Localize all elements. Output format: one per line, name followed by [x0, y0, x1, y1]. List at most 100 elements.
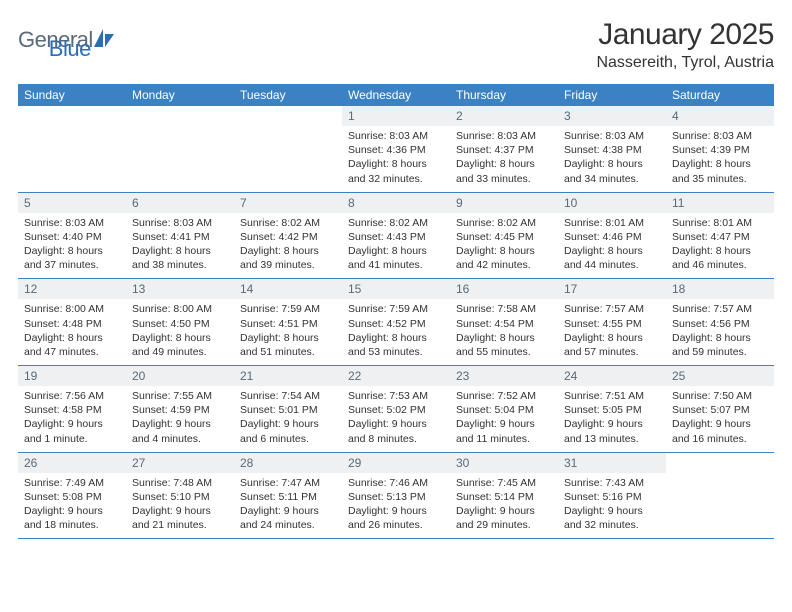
- day-details: Sunrise: 8:03 AMSunset: 4:37 PMDaylight:…: [450, 126, 558, 192]
- day-number: 23: [450, 366, 558, 386]
- day-details: Sunrise: 7:50 AMSunset: 5:07 PMDaylight:…: [666, 386, 774, 452]
- day-details: Sunrise: 8:00 AMSunset: 4:48 PMDaylight:…: [18, 299, 126, 365]
- day-details: Sunrise: 7:57 AMSunset: 4:56 PMDaylight:…: [666, 299, 774, 365]
- day-number: 17: [558, 279, 666, 299]
- month-title: January 2025: [596, 18, 774, 52]
- calendar-day-cell: 31Sunrise: 7:43 AMSunset: 5:16 PMDayligh…: [558, 452, 666, 539]
- day-details: Sunrise: 7:55 AMSunset: 4:59 PMDaylight:…: [126, 386, 234, 452]
- calendar-day-cell: 21Sunrise: 7:54 AMSunset: 5:01 PMDayligh…: [234, 366, 342, 453]
- day-details: Sunrise: 7:54 AMSunset: 5:01 PMDaylight:…: [234, 386, 342, 452]
- calendar-table: Sunday Monday Tuesday Wednesday Thursday…: [18, 84, 774, 539]
- day-number: 18: [666, 279, 774, 299]
- day-number: 29: [342, 453, 450, 473]
- calendar-day-cell: 13Sunrise: 8:00 AMSunset: 4:50 PMDayligh…: [126, 279, 234, 366]
- day-number: 19: [18, 366, 126, 386]
- weekday-header: Monday: [126, 84, 234, 106]
- sail-icon: [93, 28, 115, 53]
- day-details: Sunrise: 7:56 AMSunset: 4:58 PMDaylight:…: [18, 386, 126, 452]
- day-details: Sunrise: 8:02 AMSunset: 4:45 PMDaylight:…: [450, 213, 558, 279]
- day-number: 13: [126, 279, 234, 299]
- day-details: Sunrise: 8:03 AMSunset: 4:38 PMDaylight:…: [558, 126, 666, 192]
- day-details: Sunrise: 7:51 AMSunset: 5:05 PMDaylight:…: [558, 386, 666, 452]
- day-details: Sunrise: 7:58 AMSunset: 4:54 PMDaylight:…: [450, 299, 558, 365]
- calendar-day-cell: 8Sunrise: 8:02 AMSunset: 4:43 PMDaylight…: [342, 192, 450, 279]
- day-number: 15: [342, 279, 450, 299]
- calendar-day-cell: 7Sunrise: 8:02 AMSunset: 4:42 PMDaylight…: [234, 192, 342, 279]
- day-details: Sunrise: 7:57 AMSunset: 4:55 PMDaylight:…: [558, 299, 666, 365]
- calendar-day-cell: 26Sunrise: 7:49 AMSunset: 5:08 PMDayligh…: [18, 452, 126, 539]
- calendar-week-row: 19Sunrise: 7:56 AMSunset: 4:58 PMDayligh…: [18, 366, 774, 453]
- calendar-day-cell: 16Sunrise: 7:58 AMSunset: 4:54 PMDayligh…: [450, 279, 558, 366]
- calendar-week-row: 12Sunrise: 8:00 AMSunset: 4:48 PMDayligh…: [18, 279, 774, 366]
- calendar-day-cell: 29Sunrise: 7:46 AMSunset: 5:13 PMDayligh…: [342, 452, 450, 539]
- day-number: 6: [126, 193, 234, 213]
- calendar-day-cell: 15Sunrise: 7:59 AMSunset: 4:52 PMDayligh…: [342, 279, 450, 366]
- calendar-day-cell: 28Sunrise: 7:47 AMSunset: 5:11 PMDayligh…: [234, 452, 342, 539]
- day-number: 11: [666, 193, 774, 213]
- day-number: 25: [666, 366, 774, 386]
- calendar-day-cell: 17Sunrise: 7:57 AMSunset: 4:55 PMDayligh…: [558, 279, 666, 366]
- day-number: 20: [126, 366, 234, 386]
- weekday-header: Thursday: [450, 84, 558, 106]
- day-number: 3: [558, 106, 666, 126]
- day-number: 16: [450, 279, 558, 299]
- calendar-day-cell: 24Sunrise: 7:51 AMSunset: 5:05 PMDayligh…: [558, 366, 666, 453]
- calendar-body: . . . 1Sunrise: 8:03 AMSunset: 4:36 PMDa…: [18, 106, 774, 539]
- calendar-day-cell: .: [234, 106, 342, 192]
- day-details: Sunrise: 8:01 AMSunset: 4:47 PMDaylight:…: [666, 213, 774, 279]
- calendar-week-row: . . . 1Sunrise: 8:03 AMSunset: 4:36 PMDa…: [18, 106, 774, 192]
- calendar-day-cell: 25Sunrise: 7:50 AMSunset: 5:07 PMDayligh…: [666, 366, 774, 453]
- calendar-day-cell: 22Sunrise: 7:53 AMSunset: 5:02 PMDayligh…: [342, 366, 450, 453]
- day-details: Sunrise: 7:59 AMSunset: 4:52 PMDaylight:…: [342, 299, 450, 365]
- calendar-day-cell: 2Sunrise: 8:03 AMSunset: 4:37 PMDaylight…: [450, 106, 558, 192]
- day-number: 9: [450, 193, 558, 213]
- day-details: Sunrise: 8:02 AMSunset: 4:43 PMDaylight:…: [342, 213, 450, 279]
- day-details: Sunrise: 7:47 AMSunset: 5:11 PMDaylight:…: [234, 473, 342, 539]
- day-details: Sunrise: 7:43 AMSunset: 5:16 PMDaylight:…: [558, 473, 666, 539]
- calendar-day-cell: 19Sunrise: 7:56 AMSunset: 4:58 PMDayligh…: [18, 366, 126, 453]
- day-details: Sunrise: 7:53 AMSunset: 5:02 PMDaylight:…: [342, 386, 450, 452]
- day-number: 31: [558, 453, 666, 473]
- calendar-day-cell: 4Sunrise: 8:03 AMSunset: 4:39 PMDaylight…: [666, 106, 774, 192]
- logo: General Blue: [18, 18, 91, 62]
- day-number: 26: [18, 453, 126, 473]
- calendar-day-cell: .: [18, 106, 126, 192]
- day-number: 1: [342, 106, 450, 126]
- day-number: 30: [450, 453, 558, 473]
- header: General Blue January 2025 Nassereith, Ty…: [18, 18, 774, 72]
- day-details: Sunrise: 8:03 AMSunset: 4:36 PMDaylight:…: [342, 126, 450, 192]
- day-number: 27: [126, 453, 234, 473]
- calendar-week-row: 5Sunrise: 8:03 AMSunset: 4:40 PMDaylight…: [18, 192, 774, 279]
- day-number: 2: [450, 106, 558, 126]
- calendar-day-cell: 3Sunrise: 8:03 AMSunset: 4:38 PMDaylight…: [558, 106, 666, 192]
- calendar-day-cell: 30Sunrise: 7:45 AMSunset: 5:14 PMDayligh…: [450, 452, 558, 539]
- day-details: Sunrise: 7:48 AMSunset: 5:10 PMDaylight:…: [126, 473, 234, 539]
- day-details: Sunrise: 8:03 AMSunset: 4:39 PMDaylight:…: [666, 126, 774, 192]
- day-details: Sunrise: 8:03 AMSunset: 4:40 PMDaylight:…: [18, 213, 126, 279]
- day-number: 12: [18, 279, 126, 299]
- day-details: Sunrise: 8:00 AMSunset: 4:50 PMDaylight:…: [126, 299, 234, 365]
- day-details: Sunrise: 8:02 AMSunset: 4:42 PMDaylight:…: [234, 213, 342, 279]
- day-number: 21: [234, 366, 342, 386]
- day-number: 24: [558, 366, 666, 386]
- day-number: 10: [558, 193, 666, 213]
- calendar-day-cell: 9Sunrise: 8:02 AMSunset: 4:45 PMDaylight…: [450, 192, 558, 279]
- calendar-day-cell: 23Sunrise: 7:52 AMSunset: 5:04 PMDayligh…: [450, 366, 558, 453]
- day-details: Sunrise: 8:01 AMSunset: 4:46 PMDaylight:…: [558, 213, 666, 279]
- location: Nassereith, Tyrol, Austria: [596, 54, 774, 72]
- weekday-header: Wednesday: [342, 84, 450, 106]
- weekday-header: Sunday: [18, 84, 126, 106]
- calendar-day-cell: 10Sunrise: 8:01 AMSunset: 4:46 PMDayligh…: [558, 192, 666, 279]
- day-number: 7: [234, 193, 342, 213]
- calendar-day-cell: 11Sunrise: 8:01 AMSunset: 4:47 PMDayligh…: [666, 192, 774, 279]
- calendar-day-cell: 20Sunrise: 7:55 AMSunset: 4:59 PMDayligh…: [126, 366, 234, 453]
- day-details: Sunrise: 7:45 AMSunset: 5:14 PMDaylight:…: [450, 473, 558, 539]
- day-number: 14: [234, 279, 342, 299]
- day-details: Sunrise: 7:52 AMSunset: 5:04 PMDaylight:…: [450, 386, 558, 452]
- calendar-day-cell: 1Sunrise: 8:03 AMSunset: 4:36 PMDaylight…: [342, 106, 450, 192]
- calendar-day-cell: 14Sunrise: 7:59 AMSunset: 4:51 PMDayligh…: [234, 279, 342, 366]
- day-details: Sunrise: 7:59 AMSunset: 4:51 PMDaylight:…: [234, 299, 342, 365]
- weekday-header-row: Sunday Monday Tuesday Wednesday Thursday…: [18, 84, 774, 106]
- title-block: January 2025 Nassereith, Tyrol, Austria: [596, 18, 774, 72]
- weekday-header: Tuesday: [234, 84, 342, 106]
